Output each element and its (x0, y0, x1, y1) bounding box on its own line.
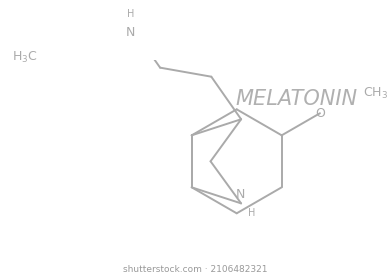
Text: H$_3$C: H$_3$C (12, 50, 37, 65)
Text: H: H (248, 207, 255, 218)
Text: MELATONIN: MELATONIN (236, 89, 358, 109)
Text: N: N (236, 188, 245, 201)
Text: CH$_3$: CH$_3$ (363, 86, 388, 101)
Text: H: H (127, 9, 134, 19)
Text: N: N (126, 26, 135, 39)
Text: shutterstock.com · 2106482321: shutterstock.com · 2106482321 (123, 265, 267, 274)
Text: O: O (315, 107, 325, 120)
